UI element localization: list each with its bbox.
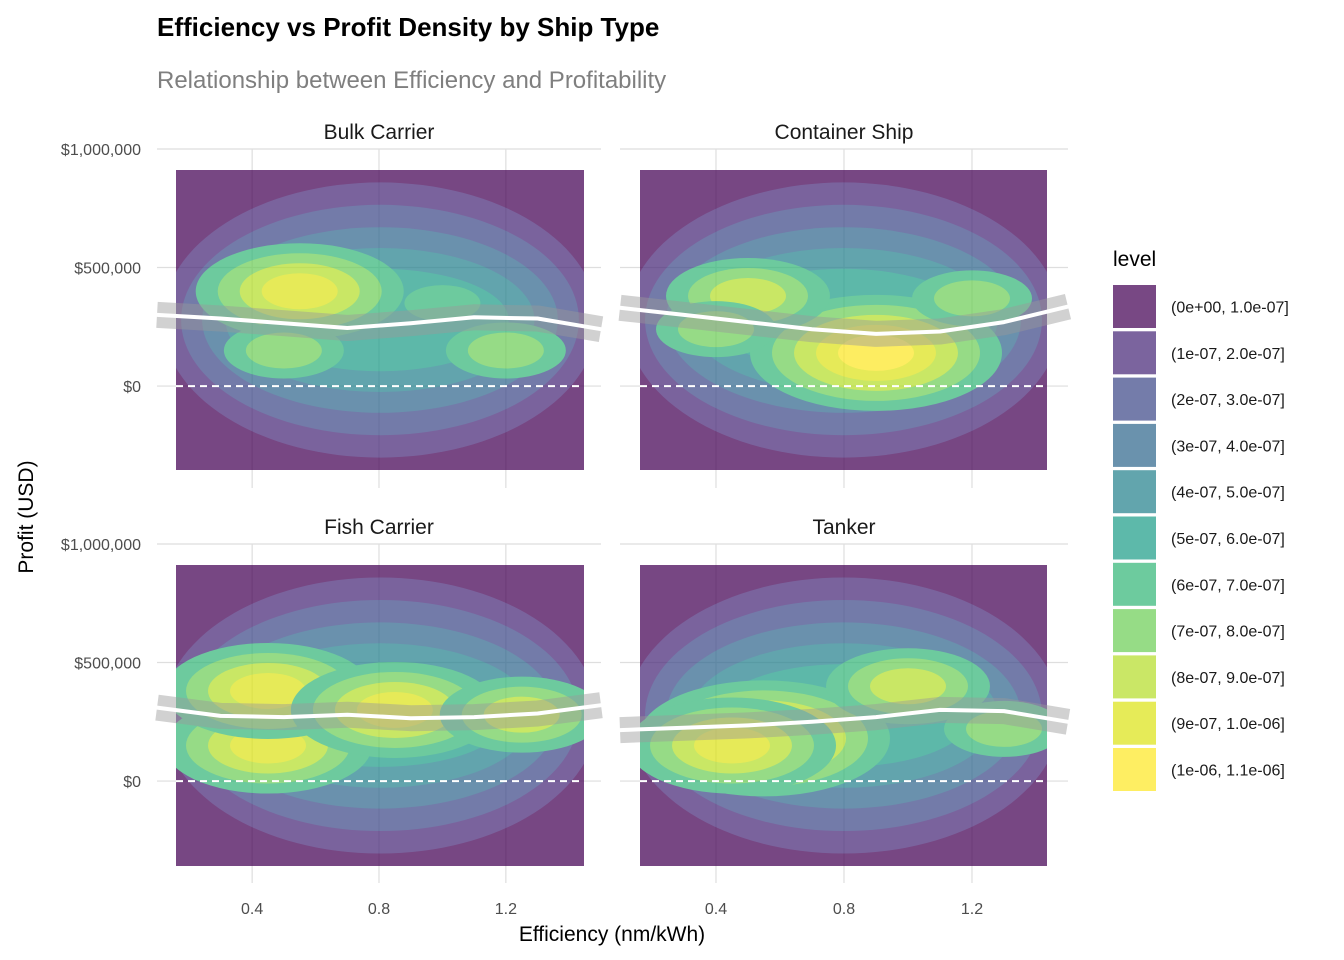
legend-label: (9e-07, 1.0e-06] <box>1171 716 1285 733</box>
x-axis-label: Efficiency (nm/kWh) <box>519 923 705 946</box>
facet-label-container-ship: Container Ship <box>775 121 914 144</box>
legend-label: (3e-07, 4.0e-07] <box>1171 438 1285 455</box>
trend-line <box>618 707 1070 733</box>
legend-label: (1e-07, 2.0e-07] <box>1171 346 1285 363</box>
density-peak-level-8 <box>245 332 322 369</box>
facet-bulk-carrier: Bulk Carrier $0 $500,000 $1,000,000 <box>61 121 604 488</box>
legend-label: (0e+00, 1.0e-07] <box>1171 300 1289 317</box>
x-tick-label: 1.2 <box>495 901 517 918</box>
legend-label: (6e-07, 7.0e-07] <box>1171 577 1285 594</box>
legend-label: (1e-06, 1.1e-06] <box>1171 763 1285 780</box>
x-tick-label: 0.8 <box>368 901 390 918</box>
facet-panels: Bulk Carrier $0 $500,000 $1,000,000 Containe… <box>61 121 1072 918</box>
legend-label: (5e-07, 6.0e-07] <box>1171 531 1285 548</box>
legend-swatch <box>1113 470 1156 514</box>
density-peak-level-7 <box>404 285 481 322</box>
legend: (0e+00, 1.0e-07] (1e-07, 2.0e-07] (2e-07, … <box>1113 285 1289 791</box>
trend-line <box>618 304 1070 336</box>
density-peak-level-10 <box>230 672 306 709</box>
facet-label-fish-carrier: Fish Carrier <box>324 516 434 539</box>
density-peak-level-10 <box>694 727 770 764</box>
facet-container-ship: Container Ship <box>618 121 1072 488</box>
chart-title: Efficiency vs Profit Density by Ship Typ… <box>157 12 659 42</box>
density-peak-level-8 <box>966 710 1042 747</box>
density-peak-level-11 <box>838 334 914 371</box>
y-axis-label: Profit (USD) <box>15 460 38 573</box>
y-tick-label: $1,000,000 <box>61 142 141 159</box>
x-tick-label: 0.4 <box>241 901 263 918</box>
legend-swatch <box>1113 562 1156 606</box>
legend-swatch <box>1113 609 1156 653</box>
legend-label: (2e-07, 3.0e-07] <box>1171 392 1285 409</box>
legend-label: (4e-07, 5.0e-07] <box>1171 485 1285 502</box>
y-tick-label: $500,000 <box>74 656 141 673</box>
x-tick-label: 0.8 <box>833 901 855 918</box>
density-peak-level-10 <box>261 273 338 310</box>
legend-title: level <box>1113 248 1156 271</box>
facet-fish-carrier: Fish Carrier $0 $500,000 $1,000,000 0.4 0.8 1.… <box>61 516 603 918</box>
density-contours <box>640 170 1047 470</box>
chart-subtitle: Relationship between Efficiency and Prof… <box>157 67 666 94</box>
facet-label-tanker: Tanker <box>812 516 875 539</box>
density-peak-level-8 <box>934 280 1010 317</box>
y-tick-label: $500,000 <box>74 261 141 278</box>
density-peak-level-9 <box>870 668 946 705</box>
trend-line <box>155 703 603 721</box>
legend-swatch <box>1113 701 1156 745</box>
density-peak-level-8 <box>467 332 544 369</box>
density-contours <box>640 565 1047 866</box>
facet-tanker: Tanker 0.4 0.8 1.2 <box>618 516 1071 918</box>
legend-swatch <box>1113 423 1156 467</box>
y-tick-label: $0 <box>123 379 141 396</box>
y-tick-label: $0 <box>123 774 141 791</box>
y-tick-label: $1,000,000 <box>61 537 141 554</box>
legend-swatch <box>1113 377 1156 421</box>
x-tick-label: 1.2 <box>961 901 983 918</box>
legend-label: (7e-07, 8.0e-07] <box>1171 624 1285 641</box>
legend-swatch <box>1113 331 1156 375</box>
legend-swatch <box>1113 655 1156 699</box>
legend-swatch <box>1113 748 1156 791</box>
facet-label-bulk-carrier: Bulk Carrier <box>324 121 435 144</box>
legend-swatch <box>1113 285 1156 328</box>
trend-line <box>155 312 603 332</box>
legend-swatch <box>1113 516 1156 560</box>
legend-label: (8e-07, 9.0e-07] <box>1171 670 1285 687</box>
density-contours <box>176 170 584 470</box>
x-tick-label: 0.4 <box>705 901 727 918</box>
